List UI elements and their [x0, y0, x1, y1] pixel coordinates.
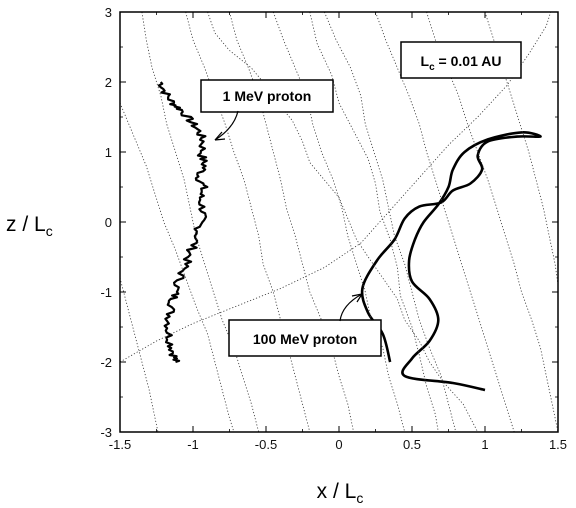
x-tick-label: -1: [187, 437, 199, 452]
arrowhead-1mev: [214, 131, 226, 141]
arrowhead-100mev: [351, 293, 363, 303]
trajectory-dotted-6: [141, 11, 260, 433]
x-tick-label: 1.5: [549, 437, 567, 452]
trajectory-thick-jagged-0: [157, 81, 209, 364]
trajectory-dotted-3: [272, 11, 406, 433]
trajectory-thick-smooth-1: [360, 131, 542, 392]
y-tick-label: -2: [100, 355, 112, 370]
trajectory-dotted-2: [324, 11, 457, 433]
trajectory-dotted-4: [229, 11, 354, 433]
x-axis-label: x / Lc: [317, 480, 364, 506]
arrow-1mev: [214, 110, 239, 141]
x-tick-label: 1: [481, 437, 488, 452]
y-tick-label: 2: [105, 75, 112, 90]
y-axis-label: z / Lc: [6, 213, 53, 239]
trajectory-dotted-10: [119, 102, 235, 433]
label-box-100mev: [228, 319, 382, 357]
trajectory-dotted-14: [309, 11, 439, 433]
arrow-100mev: [339, 293, 363, 322]
x-tick-label: -0.5: [255, 437, 277, 452]
label-1mev-proton: 1 MeV proton: [223, 88, 312, 104]
trajectory-dotted-5: [185, 11, 311, 433]
tick-layer: -1.5 -1 -0.5 0 0.5 1 1.5 -3 -2 -1 0 1 2 3: [100, 5, 567, 452]
y-tick-label: 3: [105, 5, 112, 20]
label-100mev-proton: 100 MeV proton: [253, 331, 357, 347]
y-tick-label: 0: [105, 215, 112, 230]
label-box-1mev: [200, 79, 334, 113]
x-tick-label: 0: [335, 437, 342, 452]
y-tick-label: 1: [105, 145, 112, 160]
lc-annotation-box: [400, 41, 522, 79]
x-tick-label: 0.5: [403, 437, 421, 452]
lc-annotation: Lc = 0.01 AU: [421, 53, 502, 73]
x-tick-label: -1.5: [109, 437, 131, 452]
y-tick-label: -3: [100, 425, 112, 440]
y-tick-label: -1: [100, 285, 112, 300]
trajectory-dotted-11: [119, 277, 159, 433]
